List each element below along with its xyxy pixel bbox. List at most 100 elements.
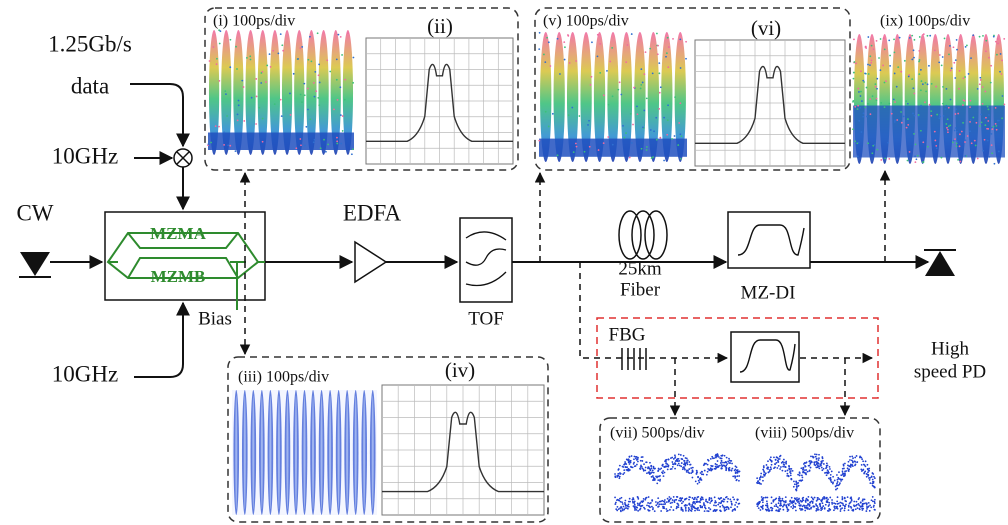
eye-dot xyxy=(626,504,629,507)
eye-noise xyxy=(282,49,285,52)
eye-noise xyxy=(667,46,670,48)
eye-noise xyxy=(852,77,855,80)
eye-dot xyxy=(829,479,832,482)
eye-noise xyxy=(273,103,276,106)
eye-dot xyxy=(614,473,616,475)
eye-dot xyxy=(616,505,619,508)
eye-noise xyxy=(884,157,887,160)
eye-noise xyxy=(907,75,910,78)
eye-noise xyxy=(269,65,272,68)
eye-dot xyxy=(631,466,634,469)
eye-dot xyxy=(770,463,773,466)
eye-noise xyxy=(949,98,952,101)
eye-dot xyxy=(640,500,643,503)
eye-noise xyxy=(297,58,299,60)
eye-noise xyxy=(892,98,895,101)
eye-dot xyxy=(730,502,733,505)
eye-dot xyxy=(725,456,728,459)
eye-noise xyxy=(894,119,896,122)
eye-dot xyxy=(641,500,644,503)
eye-dot xyxy=(790,496,793,499)
eye-noise xyxy=(896,119,899,121)
eye-dot xyxy=(800,474,803,477)
eye-noise xyxy=(984,90,987,93)
eye-dot xyxy=(671,456,674,459)
eye-noise xyxy=(869,55,872,58)
eye-noise xyxy=(280,115,283,118)
eye-dot xyxy=(792,507,794,510)
eye-dot xyxy=(676,503,679,505)
eye-dot xyxy=(792,485,795,488)
eye-noise xyxy=(236,119,239,122)
eye-dot xyxy=(797,473,799,476)
spectrum-trace xyxy=(695,65,845,145)
eye-dot xyxy=(849,463,852,466)
eye-noise xyxy=(983,138,986,141)
eye-dot xyxy=(824,503,827,506)
eye-dot xyxy=(642,469,645,472)
eye-floor xyxy=(208,132,354,150)
eye-dot xyxy=(632,500,634,503)
eye-dot xyxy=(789,503,791,505)
eye-noise xyxy=(970,57,972,60)
eye-dot xyxy=(781,505,784,508)
eye-noise xyxy=(640,83,643,86)
panel-label: (i) 100ps/div xyxy=(213,13,295,30)
eye-pulse xyxy=(312,395,315,510)
eye-pulse xyxy=(674,32,686,162)
eye-dot xyxy=(659,479,661,482)
eye-dot xyxy=(720,501,723,504)
eye-dot xyxy=(756,477,759,480)
eye-noise xyxy=(915,158,918,161)
eye-dot xyxy=(785,460,788,463)
eye-noise xyxy=(543,53,545,56)
eye-noise xyxy=(299,138,302,140)
label: 10GHz xyxy=(52,361,118,386)
eye-noise xyxy=(326,59,329,62)
eye-noise xyxy=(900,111,902,113)
eye-noise xyxy=(655,138,658,141)
eye-pulse xyxy=(269,395,272,510)
eye-noise xyxy=(902,115,905,118)
eye-dot xyxy=(862,502,865,505)
photodiode xyxy=(924,249,956,276)
eye-noise xyxy=(912,112,914,115)
eye-dot xyxy=(621,465,624,468)
eye-dot xyxy=(652,465,655,468)
eye-noise xyxy=(919,68,922,71)
eye-pulse xyxy=(243,395,246,510)
eye-dot xyxy=(694,509,696,512)
eye-dot xyxy=(685,457,688,460)
eye-dot xyxy=(863,471,866,474)
eye-noise xyxy=(658,62,661,65)
eye-dot xyxy=(818,453,820,456)
eye-dot xyxy=(663,471,666,474)
eye-dot xyxy=(839,504,842,507)
eye-noise xyxy=(978,35,981,38)
eye-dot xyxy=(635,463,638,466)
eye-dot xyxy=(653,510,656,513)
eye-dot xyxy=(827,498,829,501)
eye-noise xyxy=(946,128,949,131)
eye-dot xyxy=(738,479,740,482)
eye-dot xyxy=(662,470,665,472)
eye-noise xyxy=(667,66,670,69)
eye-noise xyxy=(538,31,541,34)
eye-dot xyxy=(803,469,806,472)
grating xyxy=(621,348,647,370)
eye-dot xyxy=(814,455,817,458)
eye-dot xyxy=(770,502,773,505)
eye-dot xyxy=(865,472,868,475)
eye-dot xyxy=(720,459,723,462)
eye-noise xyxy=(852,100,854,103)
eye-dot xyxy=(861,458,864,461)
eye-dot xyxy=(795,499,798,502)
eye-noise xyxy=(936,113,939,116)
eye-dot xyxy=(708,468,711,471)
eye-dot xyxy=(699,506,702,509)
eye-noise xyxy=(908,151,911,153)
eye-noise xyxy=(999,53,1002,55)
eye-noise xyxy=(880,101,883,104)
eye-dot xyxy=(804,509,807,512)
eye-dot xyxy=(657,505,660,508)
